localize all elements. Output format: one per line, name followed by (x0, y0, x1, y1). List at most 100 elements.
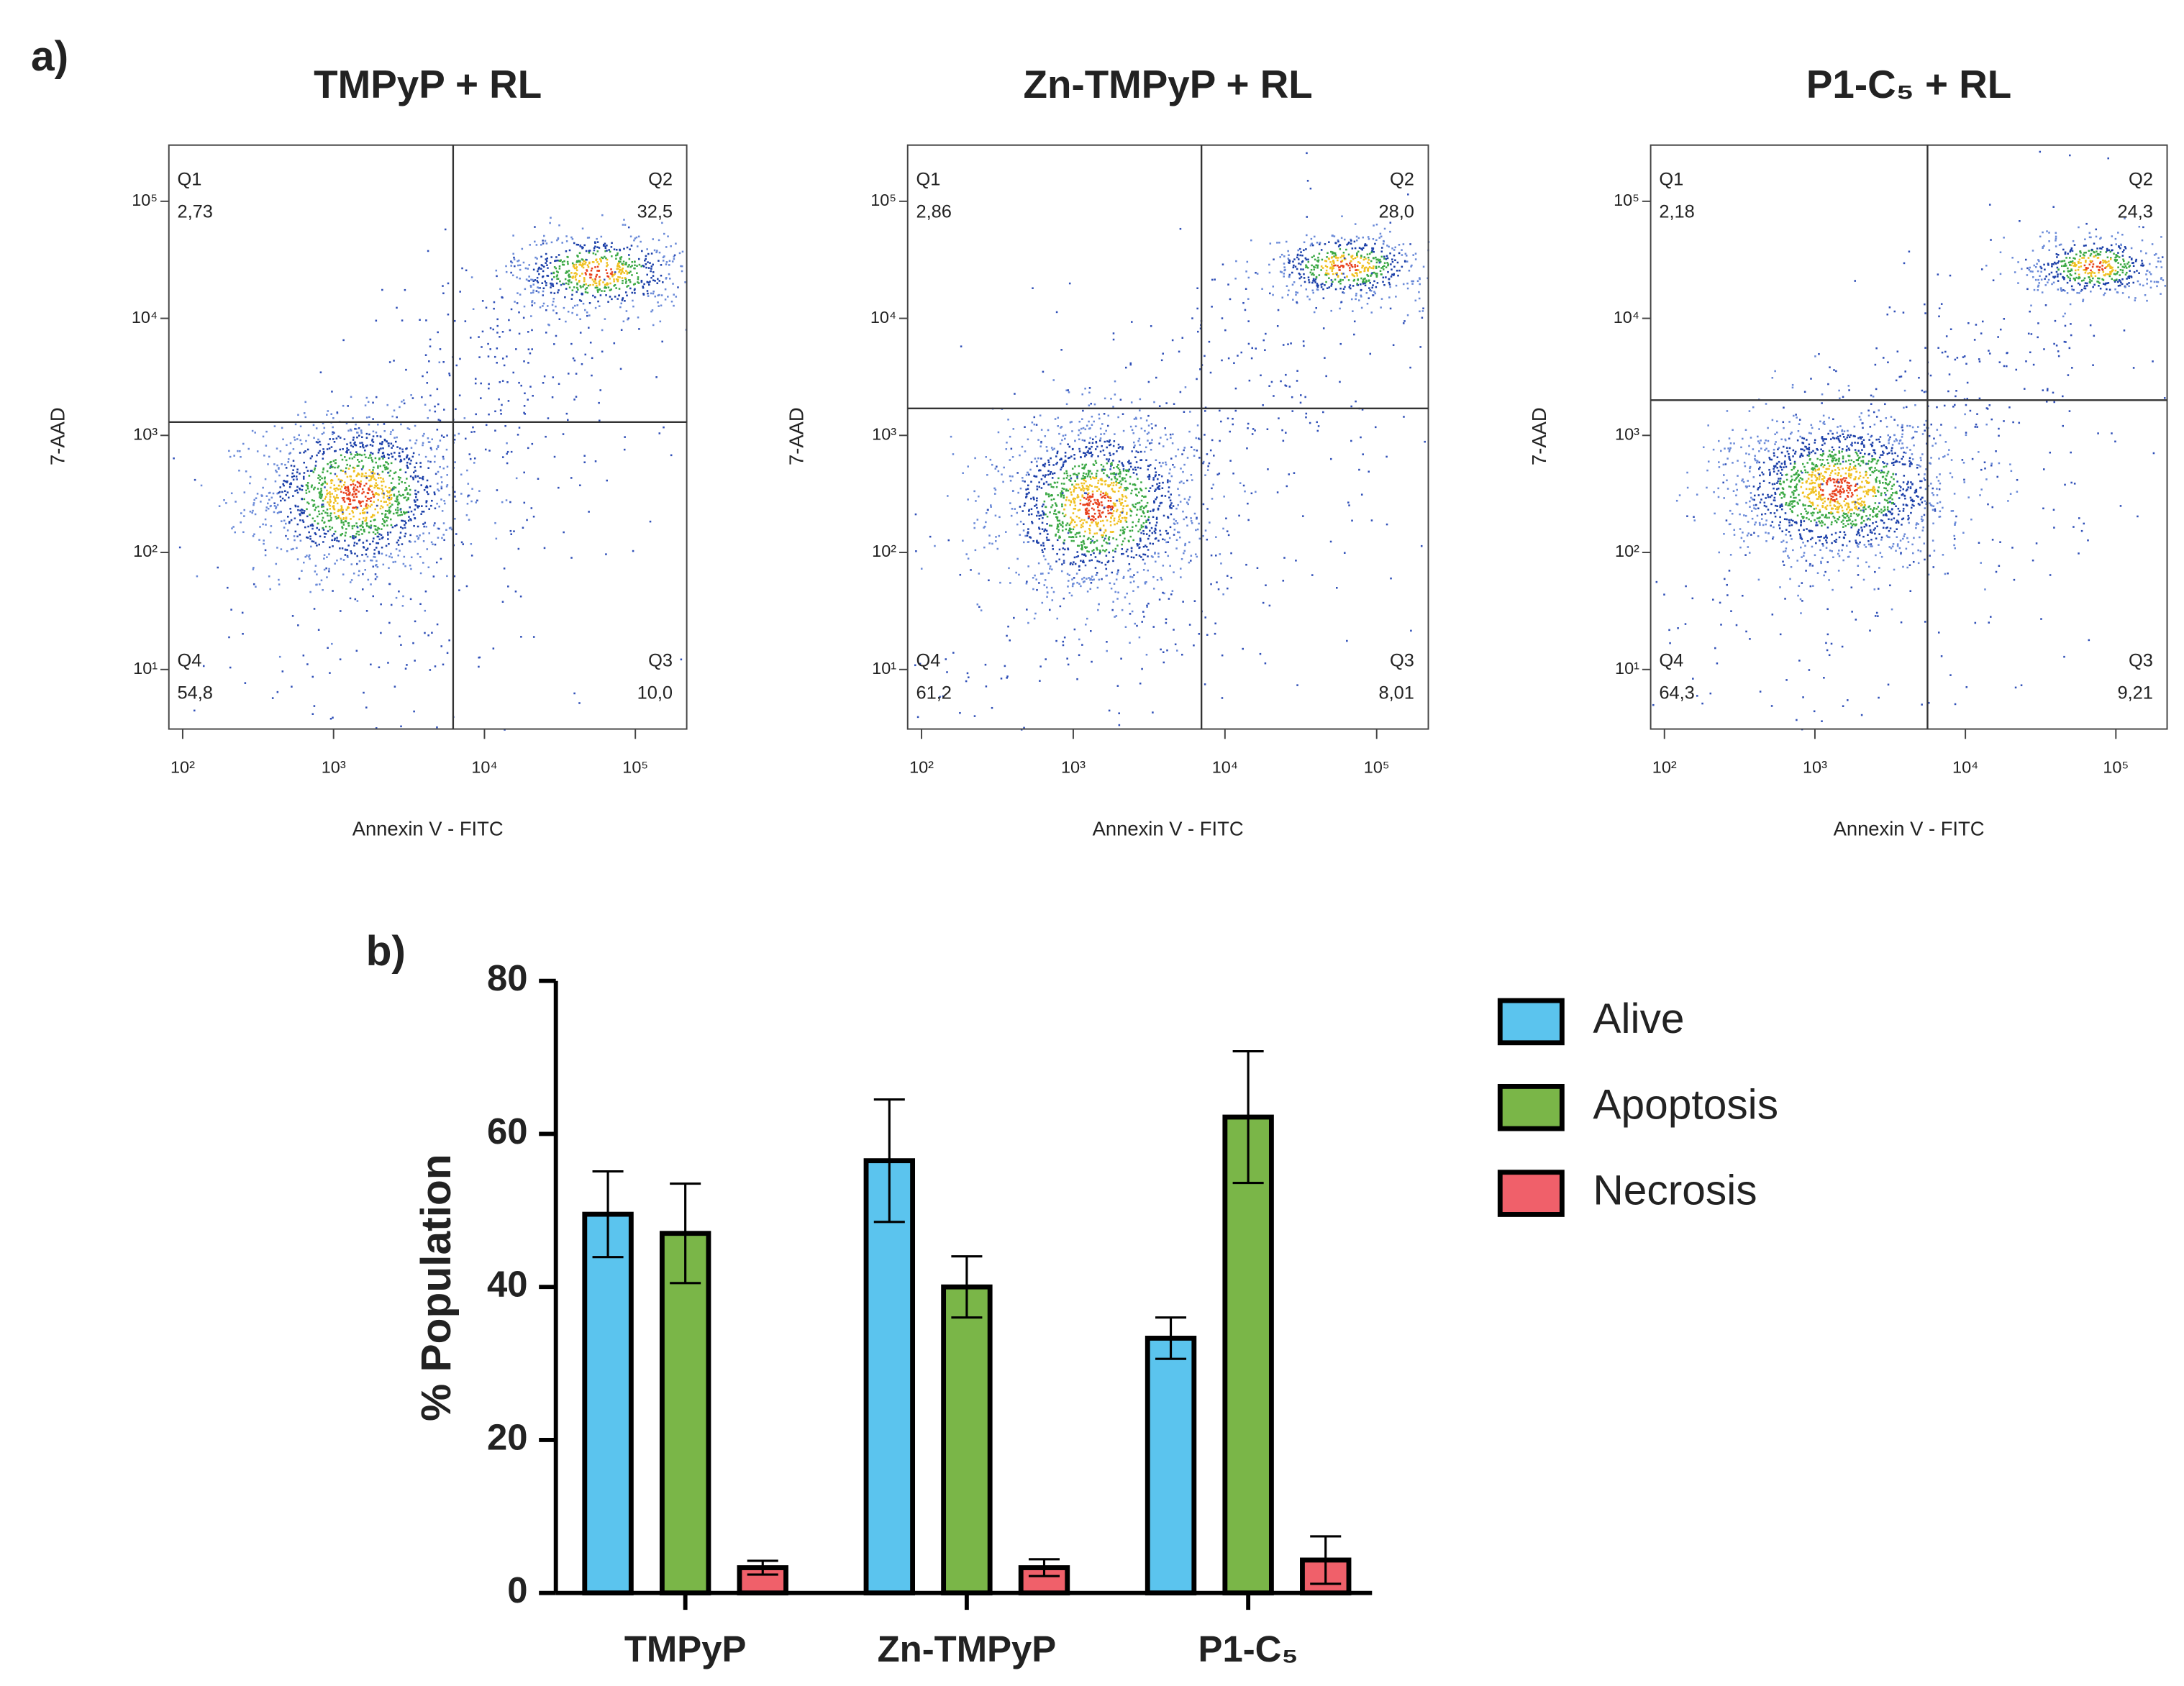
event-dot (1342, 254, 1345, 257)
event-dot (1356, 275, 1359, 277)
event-dot (577, 243, 580, 246)
event-dot (1204, 355, 1206, 357)
event-dot (1028, 473, 1030, 476)
event-dot (425, 525, 427, 528)
event-dot (352, 486, 355, 488)
event-dot (1411, 283, 1414, 285)
event-dot (352, 537, 355, 539)
event-dot (1355, 400, 1357, 403)
event-dot (1042, 503, 1045, 506)
event-dot (390, 498, 393, 501)
event-dot (1147, 519, 1150, 521)
event-dot (1152, 626, 1155, 628)
event-dot (386, 461, 388, 464)
event-dot (1169, 433, 1172, 436)
event-dot (1112, 332, 1115, 334)
event-dot (442, 285, 444, 287)
event-dot (543, 375, 546, 378)
event-dot (303, 451, 305, 454)
event-dot (1051, 504, 1054, 506)
event-dot (525, 278, 528, 281)
event-dot (1118, 500, 1121, 502)
event-dot (1040, 487, 1043, 489)
event-dot (1314, 281, 1316, 283)
event-dot (1067, 585, 1069, 588)
event-dot (1210, 583, 1212, 585)
event-dot (615, 248, 618, 251)
event-dot (1073, 501, 1075, 503)
event-dot (558, 289, 560, 291)
event-dot (1227, 283, 1229, 286)
event-dot (598, 281, 601, 283)
event-dot (661, 340, 663, 343)
event-dot (551, 396, 554, 398)
event-dot (558, 486, 560, 489)
event-dot (1176, 650, 1178, 652)
event-dot (1025, 488, 1027, 491)
event-dot (1042, 514, 1045, 516)
event-dot (1234, 278, 1237, 280)
event-dot (1099, 450, 1102, 453)
event-dot (506, 442, 508, 445)
event-dot (1336, 587, 1338, 589)
event-dot (619, 249, 622, 252)
event-dot (381, 523, 383, 525)
event-dot (1062, 512, 1064, 515)
event-dot (1091, 550, 1093, 552)
event-dot (1027, 531, 1029, 534)
event-dot (1207, 469, 1209, 471)
event-dot (1107, 460, 1110, 462)
event-dot (480, 397, 482, 399)
event-dot (281, 427, 283, 429)
event-dot (1070, 594, 1073, 597)
event-dot (1088, 404, 1091, 406)
event-dot (400, 511, 402, 514)
event-dot (1196, 378, 1198, 381)
event-dot (1055, 533, 1057, 536)
event-dot (393, 452, 396, 454)
event-dot (346, 475, 349, 478)
event-dot (336, 411, 339, 414)
event-dot (529, 284, 532, 287)
event-dot (1350, 405, 1352, 408)
event-dot (283, 499, 286, 501)
event-dot (283, 527, 286, 529)
event-dot (1138, 555, 1141, 557)
event-dot (427, 437, 429, 439)
event-dot (1111, 531, 1114, 533)
event-dot (1214, 622, 1216, 625)
event-dot (450, 527, 452, 529)
event-dot (1150, 527, 1153, 529)
event-dot (1122, 531, 1125, 533)
event-dot (358, 518, 360, 521)
event-dot (1166, 649, 1168, 652)
event-dot (381, 480, 383, 483)
event-dot (513, 530, 515, 532)
event-dot (403, 511, 405, 514)
event-dot (496, 275, 498, 278)
event-dot (1124, 366, 1127, 369)
event-dot (1375, 223, 1378, 226)
event-dot (294, 439, 296, 441)
event-dot (1206, 538, 1209, 541)
event-dot (1288, 275, 1291, 278)
event-dot (542, 305, 544, 307)
event-dot (1309, 245, 1312, 247)
event-dot (1076, 581, 1078, 584)
event-dot (1368, 265, 1371, 268)
event-dot (289, 508, 291, 510)
event-dot (275, 507, 277, 510)
event-dot (1147, 468, 1149, 471)
event-dot (1034, 457, 1037, 460)
event-dot (347, 544, 350, 547)
event-dot (392, 445, 394, 447)
event-dot (379, 442, 381, 445)
event-dot (1098, 417, 1101, 420)
event-dot (580, 286, 582, 288)
event-dot (673, 258, 675, 260)
event-dot (370, 520, 372, 523)
event-dot (404, 496, 406, 498)
event-dot (286, 475, 288, 477)
event-dot (256, 450, 259, 452)
event-dot (401, 543, 404, 545)
